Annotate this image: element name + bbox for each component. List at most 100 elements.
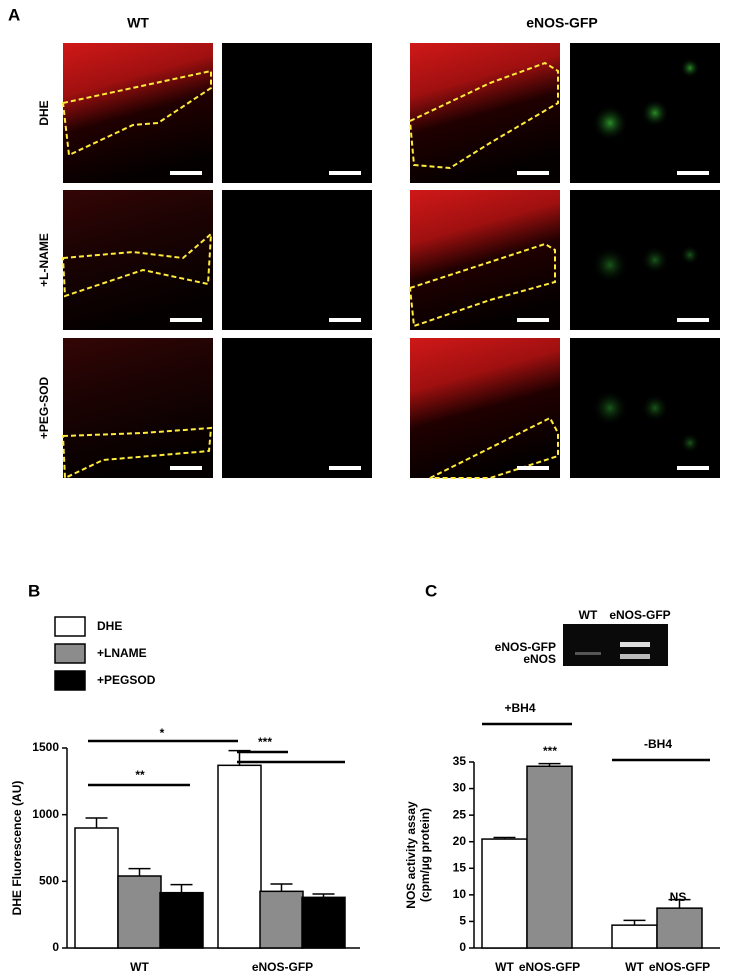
scale-bar: [677, 318, 709, 322]
micrograph: [408, 190, 560, 330]
micrograph: [570, 43, 720, 183]
bar: [217, 764, 262, 949]
micrographs: [61, 43, 720, 480]
micrograph-bg: [222, 190, 372, 330]
y-tick-label: 20: [453, 834, 467, 848]
micrograph: [61, 338, 213, 480]
bar: [481, 838, 528, 949]
annotation: ***: [543, 744, 557, 758]
gel: WT eNOS-GFP eNOS-GFP eNOS: [495, 608, 671, 666]
significance-label: *: [160, 726, 165, 740]
scale-bar: [677, 171, 709, 175]
gfp-signal: [680, 433, 700, 453]
micrograph: [408, 43, 560, 183]
scale-bar: [329, 171, 361, 175]
row-header: DHE: [37, 100, 51, 125]
bar: [74, 827, 119, 949]
bar: [526, 765, 573, 949]
significance-label: ***: [258, 735, 272, 749]
y-tick-label: 1000: [32, 807, 59, 821]
gfp-signal: [592, 105, 628, 141]
scale-bar: [329, 318, 361, 322]
micrograph: [410, 338, 560, 479]
gel-band: [620, 642, 650, 647]
y-tick-label: 1500: [32, 740, 59, 754]
panel-label: A: [8, 5, 20, 24]
x-tick-label: WT: [130, 960, 149, 974]
y-tick-label: 0: [459, 940, 466, 954]
gel-image: [563, 624, 668, 666]
lane-label: WT: [579, 608, 598, 622]
y-tick-label: 25: [453, 807, 467, 821]
gfp-signal: [641, 246, 669, 274]
tissue-signal: [63, 190, 213, 330]
micrograph: [570, 338, 720, 478]
legend-swatch: [54, 670, 86, 691]
tissue-signal: [410, 43, 560, 183]
micrograph: [222, 338, 372, 478]
bar: [117, 875, 162, 949]
tissue-signal: [63, 338, 213, 478]
bar: [259, 890, 304, 949]
legend-swatch: [54, 643, 86, 664]
tissue-signal: [410, 338, 560, 478]
x-tick-label: WT: [625, 960, 644, 974]
micrograph-bg: [222, 338, 372, 478]
y-tick-label: 0: [52, 940, 59, 954]
scale-bar: [170, 466, 202, 470]
gfp-signal: [680, 245, 700, 265]
y-tick-label: 15: [453, 860, 467, 874]
x-tick-label: eNOS-GFP: [649, 960, 710, 974]
bar: [159, 891, 204, 949]
scale-bar: [170, 318, 202, 322]
bar: [656, 907, 703, 949]
micrograph: [570, 190, 720, 330]
x-tick-label: eNOS-GFP: [519, 960, 580, 974]
gfp-signal: [641, 394, 669, 422]
y-axis-label: (cpm/µg protein): [418, 808, 432, 902]
gfp-signal: [592, 247, 628, 283]
gfp-signal: [592, 390, 628, 426]
panel-label: C: [425, 581, 437, 600]
scale-bar: [329, 466, 361, 470]
legend-label: DHE: [97, 619, 122, 633]
bar: [611, 924, 658, 949]
x-tick-label: eNOS-GFP: [252, 960, 313, 974]
y-tick-label: 30: [453, 781, 467, 795]
column-header: WT: [127, 15, 149, 31]
y-tick-label: 500: [39, 874, 59, 888]
gel-band: [620, 654, 650, 659]
tissue-signal: [410, 190, 560, 330]
annotation: -BH4: [644, 737, 672, 751]
legend-swatch: [54, 616, 86, 637]
gfp-signal: [641, 99, 669, 127]
x-tick-label: WT: [495, 960, 514, 974]
micrograph: [61, 190, 213, 330]
region-outline: [408, 242, 556, 328]
panel-label: B: [28, 581, 40, 600]
gfp-signal: [680, 58, 700, 78]
bar: [301, 896, 346, 949]
tissue-signal: [63, 43, 213, 183]
legend-label: +PEGSOD: [97, 673, 156, 687]
lane-label: eNOS-GFP: [609, 608, 670, 622]
y-tick-label: 35: [453, 754, 467, 768]
scale-bar: [170, 171, 202, 175]
legend-label: +LNAME: [97, 646, 147, 660]
row-header: +PEG-SOD: [37, 376, 51, 439]
y-axis-label: NOS activity assay: [404, 801, 418, 909]
y-axis-label: DHE Fluorescence (AU): [10, 781, 24, 916]
gel-band: [575, 652, 601, 655]
row-header: +L-NAME: [37, 233, 51, 287]
annotation: NS: [670, 890, 687, 904]
annotation: +BH4: [504, 701, 535, 715]
y-tick-label: 5: [459, 914, 466, 928]
significance-label: **: [135, 768, 145, 782]
y-tick-label: 10: [453, 887, 467, 901]
micrograph: [222, 43, 372, 183]
scale-bar: [517, 466, 549, 470]
micrograph-bg: [222, 43, 372, 183]
region-outline: [61, 426, 213, 480]
band-label: eNOS-GFP: [495, 640, 556, 654]
